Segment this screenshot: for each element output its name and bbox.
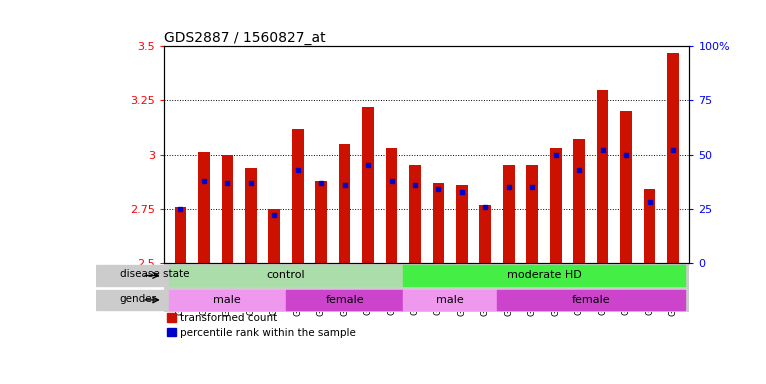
Bar <box>268 209 280 263</box>
Bar <box>286 290 403 310</box>
Text: female: female <box>571 295 611 305</box>
Bar <box>96 265 164 286</box>
Bar <box>403 265 685 286</box>
Text: moderate HD: moderate HD <box>506 270 581 280</box>
Bar <box>433 183 444 263</box>
Bar <box>403 290 497 310</box>
Bar <box>175 207 186 263</box>
Bar <box>362 107 374 263</box>
Bar <box>96 290 164 310</box>
Text: GDS2887 / 1560827_at: GDS2887 / 1560827_at <box>164 31 326 45</box>
Bar <box>245 168 257 263</box>
Text: gender: gender <box>119 294 157 304</box>
Bar <box>385 148 398 263</box>
Text: male: male <box>214 295 241 305</box>
Bar <box>620 111 632 263</box>
Bar <box>597 89 608 263</box>
Text: female: female <box>326 295 364 305</box>
Bar <box>292 129 303 263</box>
Bar <box>339 144 351 263</box>
Text: percentile rank within the sample: percentile rank within the sample <box>180 328 356 338</box>
Bar <box>167 328 176 336</box>
Bar <box>503 166 515 263</box>
Bar <box>667 53 679 263</box>
Bar <box>221 155 233 263</box>
Bar <box>643 189 656 263</box>
Text: disease state: disease state <box>119 269 189 279</box>
Bar <box>409 166 421 263</box>
Text: transformed count: transformed count <box>180 313 277 323</box>
Bar <box>550 148 561 263</box>
Bar <box>456 185 468 263</box>
Text: control: control <box>267 270 306 280</box>
Bar <box>573 139 585 263</box>
Bar <box>497 290 685 310</box>
Bar <box>316 181 327 263</box>
Bar <box>480 205 491 263</box>
Bar <box>169 290 286 310</box>
Bar <box>167 313 176 322</box>
Bar <box>169 265 403 286</box>
Bar <box>526 166 538 263</box>
Bar <box>198 152 210 263</box>
Text: male: male <box>437 295 464 305</box>
